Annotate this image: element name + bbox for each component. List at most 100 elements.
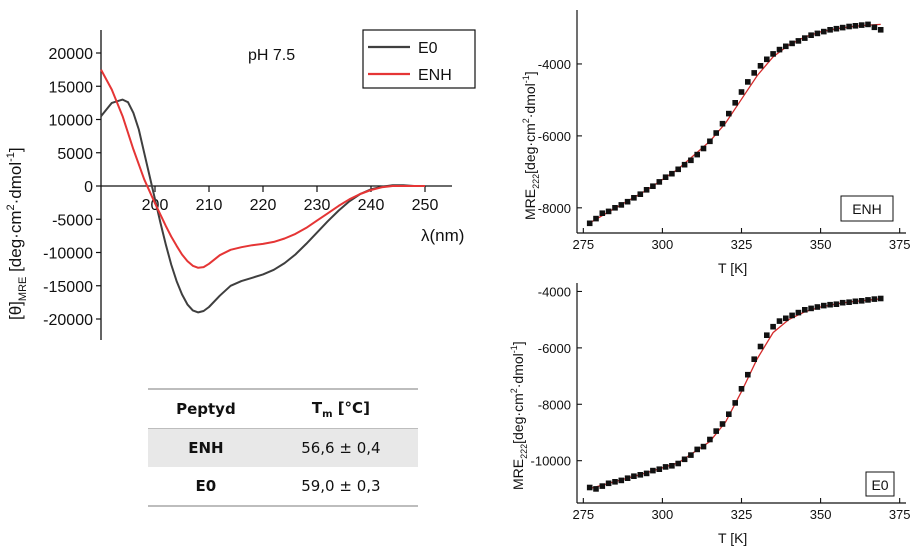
e0-data-point [694,446,700,453]
e0-fit-polyline [589,298,881,490]
e0-data-point [593,486,599,492]
e0-data-point [650,467,656,474]
enh-melting-ylabel: MRE222[deg·cm2·dmol-1] [521,71,541,220]
cd-y-tick-label: 10000 [49,113,94,130]
enh-data-point [612,205,618,211]
e0-x-tick-label: 300 [652,507,674,522]
e0-y-tick-label: -10000 [531,454,571,469]
e0-data-point [719,421,726,427]
enh-x-tick-label: 300 [652,237,674,252]
legend-label-enh: ENH [418,67,452,84]
cd-x-tick-label: 210 [196,197,223,214]
cd-ylabel: [θ]MRE [deg·cm2·dmol-1] [5,147,29,320]
enh-data-point [650,183,656,189]
e0-melting-axes: -10000 -8000 -6000 -4000 275 300 325 350 375 [531,283,911,522]
enh-data-point [586,220,593,227]
enh-data-point [852,23,859,29]
enh-data-point [688,157,694,164]
e0-melting-xlabel: T [K] [718,530,747,546]
e0-data-point [795,309,802,316]
e0-data-point [776,318,783,324]
e0-data-point [770,323,776,330]
cd-series-lines [100,69,425,314]
enh-data-point [833,25,840,32]
e0-data-point [846,299,852,305]
e0-data-point [662,464,669,470]
enh-badge-box [840,195,894,222]
e0-x-tick-label: 325 [731,507,753,522]
enh-data-point [713,130,719,136]
e0-y-tick-label: -8000 [538,397,571,412]
e0-x-tick-label: 350 [810,507,832,522]
e0-melting-ylabel: MRE222[deg·cm2·dmol-1] [509,341,529,490]
e0-data-point [745,371,751,378]
e0-x-tick-label: 275 [572,507,594,522]
e0-data-point [656,466,663,472]
e0-data-point [605,480,612,487]
e0-data-point [814,304,821,310]
enh-data-point [814,30,821,37]
e0-data-point [833,301,840,307]
tm-row-value: 56,6 ± 0,4 [263,428,418,467]
enh-data-point [871,24,878,31]
e0-badge-box [865,471,895,497]
e0-fit-line [589,298,881,490]
tm-header-peptide: Peptyd [148,388,264,429]
e0-data-point [599,483,606,489]
tm-row-name: E0 [148,467,264,507]
enh-data-point [662,174,669,180]
e0-data-point [726,411,732,417]
cd-y-tick-label: 5000 [57,146,93,163]
table-row: ENH 56,6 ± 0,4 [148,428,418,467]
enh-melting-xlabel: T [K] [718,260,747,276]
cd-x-tick-label: 240 [358,197,385,214]
cd-y-tick-label: 15000 [49,79,94,96]
enh-fit-line [589,23,881,224]
enh-data-point [681,161,688,168]
e0-data-point [586,484,593,491]
enh-data-point [643,187,650,193]
e0-data-point [827,301,833,308]
tm-table: Peptyd Tm [°C] ENH 56,6 ± 0,4 E0 59,0 ± … [148,388,418,507]
enh-fit-polyline [589,23,881,224]
e0-data-point [764,332,770,338]
enh-data-point [637,191,644,197]
cd-y-tick-label: -15000 [43,279,93,296]
enh-data-point [821,28,827,35]
enh-data-point [827,27,833,33]
e0-data-point [624,475,631,481]
tm-header-tm: Tm [°C] [263,388,418,429]
e0-data-point [688,452,694,458]
cd-y-tick-label: 20000 [49,46,94,63]
e0-data-point [675,460,681,467]
legend-label-e0: E0 [418,40,438,57]
e0-data-point [871,296,878,302]
e0-melting-chart: -10000 -8000 -6000 -4000 275 300 325 350 375 T [… [509,283,911,546]
e0-data-point [839,299,846,306]
enh-data-point [707,138,713,145]
enh-data-point [751,70,757,76]
enh-x-tick-label: 350 [810,237,832,252]
e0-data-point [802,307,808,313]
enh-data-point [726,110,732,117]
cd-legend-box [362,29,476,89]
cd-series-line-enh [100,69,425,269]
enh-data-point [675,166,681,173]
enh-x-tick-label: 275 [572,237,594,252]
enh-data-point [839,24,846,31]
tm-row-value: 59,0 ± 0,3 [263,467,418,507]
enh-data-point [865,21,871,28]
e0-data-point [669,463,675,469]
cd-legend: E0 ENH [362,29,476,89]
e0-data-point [865,297,871,303]
e0-y-tick-label: -6000 [538,341,571,356]
enh-data-point [764,56,770,63]
e0-data-point [631,473,637,479]
enh-data-point [605,208,612,215]
enh-data-point [738,89,745,95]
enh-melting-axes: -8000 -6000 -4000 275 300 325 350 375 [538,10,911,252]
e0-data-point [681,456,688,463]
enh-data-point [846,23,852,30]
e0-data-point [707,436,713,443]
